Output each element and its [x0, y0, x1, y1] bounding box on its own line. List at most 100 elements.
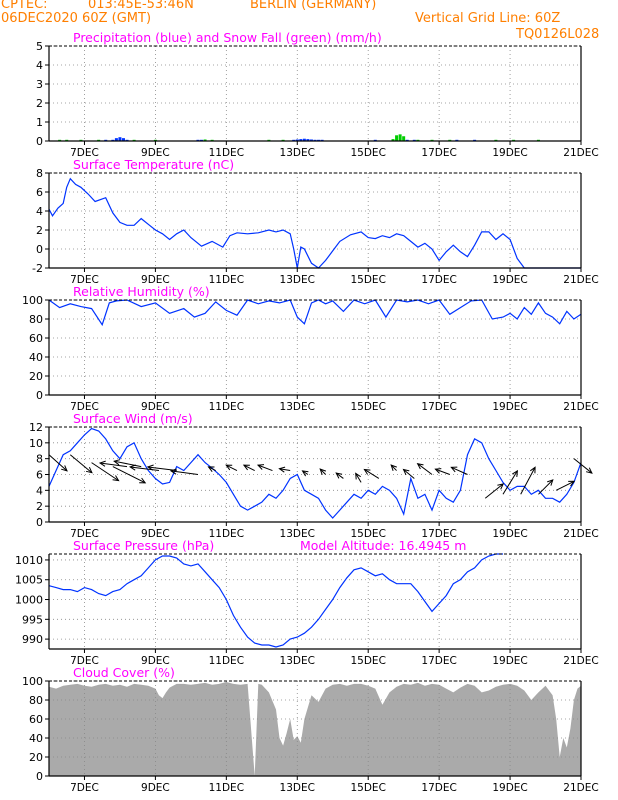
y-tick-label: 5 [36, 40, 43, 53]
wind-arrow-head [547, 479, 554, 486]
wind-arrow-shaft [355, 473, 362, 483]
wind-arrow-shaft [112, 466, 146, 484]
x-tick-label: 7DEC [70, 655, 99, 667]
wind-arrow-head [278, 466, 286, 473]
wind-arrow-shaft [364, 469, 380, 479]
series-line [48, 299, 582, 327]
precip-bar [302, 138, 306, 141]
plot-area [49, 173, 581, 268]
y-tick-label: 0 [36, 516, 43, 529]
x-tick-label: 11DEC [209, 655, 244, 667]
plot-area [49, 46, 581, 141]
x-tick-label: 11DEC [209, 401, 244, 413]
y-tick-label: 8 [36, 453, 43, 466]
wind-arrow-head [207, 466, 215, 473]
wind-arrow-head [450, 466, 458, 473]
wind-arrow-head [434, 468, 442, 474]
x-tick-label: 21DEC [563, 528, 598, 540]
x-tick-label: 15DEC [350, 528, 385, 540]
snow-bar [203, 139, 207, 141]
y-tick-label: 4 [36, 59, 43, 72]
wind-arrow-head [85, 466, 93, 474]
x-tick-label: 21DEC [563, 782, 598, 794]
wind-arrow-head [497, 483, 505, 490]
y-tick-label: 80 [29, 313, 43, 326]
y-tick-label: 0 [36, 243, 43, 256]
x-tick-label: 13DEC [280, 528, 315, 540]
x-tick-label: 15DEC [350, 401, 385, 413]
panel-1: -2 0 2 4 6 8 7DEC 9DEC 11DEC 13DEC 15DEC 17DEC 19DEC… [32, 157, 599, 286]
x-tick-label: 17DEC [421, 782, 456, 794]
precip-bar [121, 138, 125, 141]
header-code: TQ0126L028 [516, 27, 600, 42]
y-tick-label: 1000 [15, 594, 43, 607]
header-run: 06DEC2020 60Z (GMT) [1, 11, 152, 26]
panel-title: Surface Wind (m/s) [73, 411, 193, 426]
x-tick-label: 21DEC [563, 401, 598, 413]
wind-arrow-shaft [48, 454, 68, 472]
wind-arrow-shaft [403, 469, 415, 479]
y-tick-label: 8 [36, 167, 43, 180]
y-tick-label: 0 [36, 135, 43, 148]
snow-bar [391, 139, 395, 141]
x-tick-label: 15DEC [350, 274, 385, 286]
wind-arrow-shaft [243, 464, 255, 471]
wind-arrow-shaft [555, 480, 575, 491]
y-tick-label: 12 [29, 421, 43, 434]
snow-bar [395, 135, 399, 141]
y-tick-label: 995 [22, 613, 43, 626]
wind-arrow-shaft [484, 483, 504, 499]
wind-arrow-shaft [257, 464, 273, 472]
y-tick-label: 3 [36, 78, 43, 91]
wind-arrow-shaft [573, 458, 593, 474]
precip-bar [114, 138, 118, 141]
x-tick-label: 17DEC [421, 147, 456, 159]
x-tick-label: 21DEC [563, 147, 598, 159]
y-tick-label: 60 [29, 332, 43, 345]
x-tick-label: 13DEC [280, 655, 315, 667]
wind-arrow-shaft [319, 468, 326, 475]
wind-arrow-head [416, 462, 424, 470]
panel-title: Surface Temperature (nC) [73, 157, 234, 172]
plot-area [49, 554, 581, 649]
y-tick-label: 6 [36, 469, 43, 482]
wind-arrow-head [335, 472, 343, 479]
y-tick-label: 6 [36, 186, 43, 199]
precip-bar [306, 139, 310, 141]
x-tick-label: 11DEC [209, 782, 244, 794]
y-tick-label: 1 [36, 116, 43, 129]
y-tick-label: 100 [22, 294, 43, 307]
wind-arrow-head [61, 465, 68, 472]
wind-arrow-head [139, 477, 147, 484]
header-grid-note: Vertical Grid Line: 60Z [415, 11, 561, 26]
panel-5: 0 20 40 60 80 100 7DEC 9DEC 11DEC 13DEC 15DEC 17DEC… [22, 665, 599, 794]
snow-bar [398, 134, 402, 141]
precip-bar [299, 139, 303, 141]
precip-bar [118, 137, 122, 141]
y-tick-label: 1010 [15, 554, 43, 567]
x-tick-label: 19DEC [492, 528, 527, 540]
x-tick-label: 7DEC [70, 401, 99, 413]
x-tick-label: 7DEC [70, 528, 99, 540]
y-tick-label: 2 [36, 224, 43, 237]
wind-arrow-head [256, 464, 265, 470]
wind-arrow-head [169, 468, 177, 475]
x-tick-label: 13DEC [280, 401, 315, 413]
wind-arrow-shaft [147, 466, 177, 472]
x-tick-label: 17DEC [421, 528, 456, 540]
x-tick-label: 13DEC [280, 274, 315, 286]
series-line [48, 553, 503, 648]
x-tick-label: 17DEC [421, 274, 456, 286]
series-line [48, 177, 581, 269]
x-tick-label: 21DEC [563, 655, 598, 667]
x-tick-label: 19DEC [492, 147, 527, 159]
x-tick-label: 11DEC [209, 528, 244, 540]
x-tick-label: 11DEC [209, 274, 244, 286]
wind-arrow-shaft [279, 468, 291, 472]
wind-arrow-shaft [417, 463, 433, 475]
panel-3: 0 2 4 6 8 10 12 7DEC 9DEC 11DEC 13DEC 15DEC 17DEC 19D… [29, 411, 599, 540]
wind-arrow-head [319, 468, 327, 475]
wind-arrow-shaft [69, 454, 93, 474]
x-tick-label: 7DEC [70, 782, 99, 794]
wind-arrow-head [128, 464, 136, 471]
